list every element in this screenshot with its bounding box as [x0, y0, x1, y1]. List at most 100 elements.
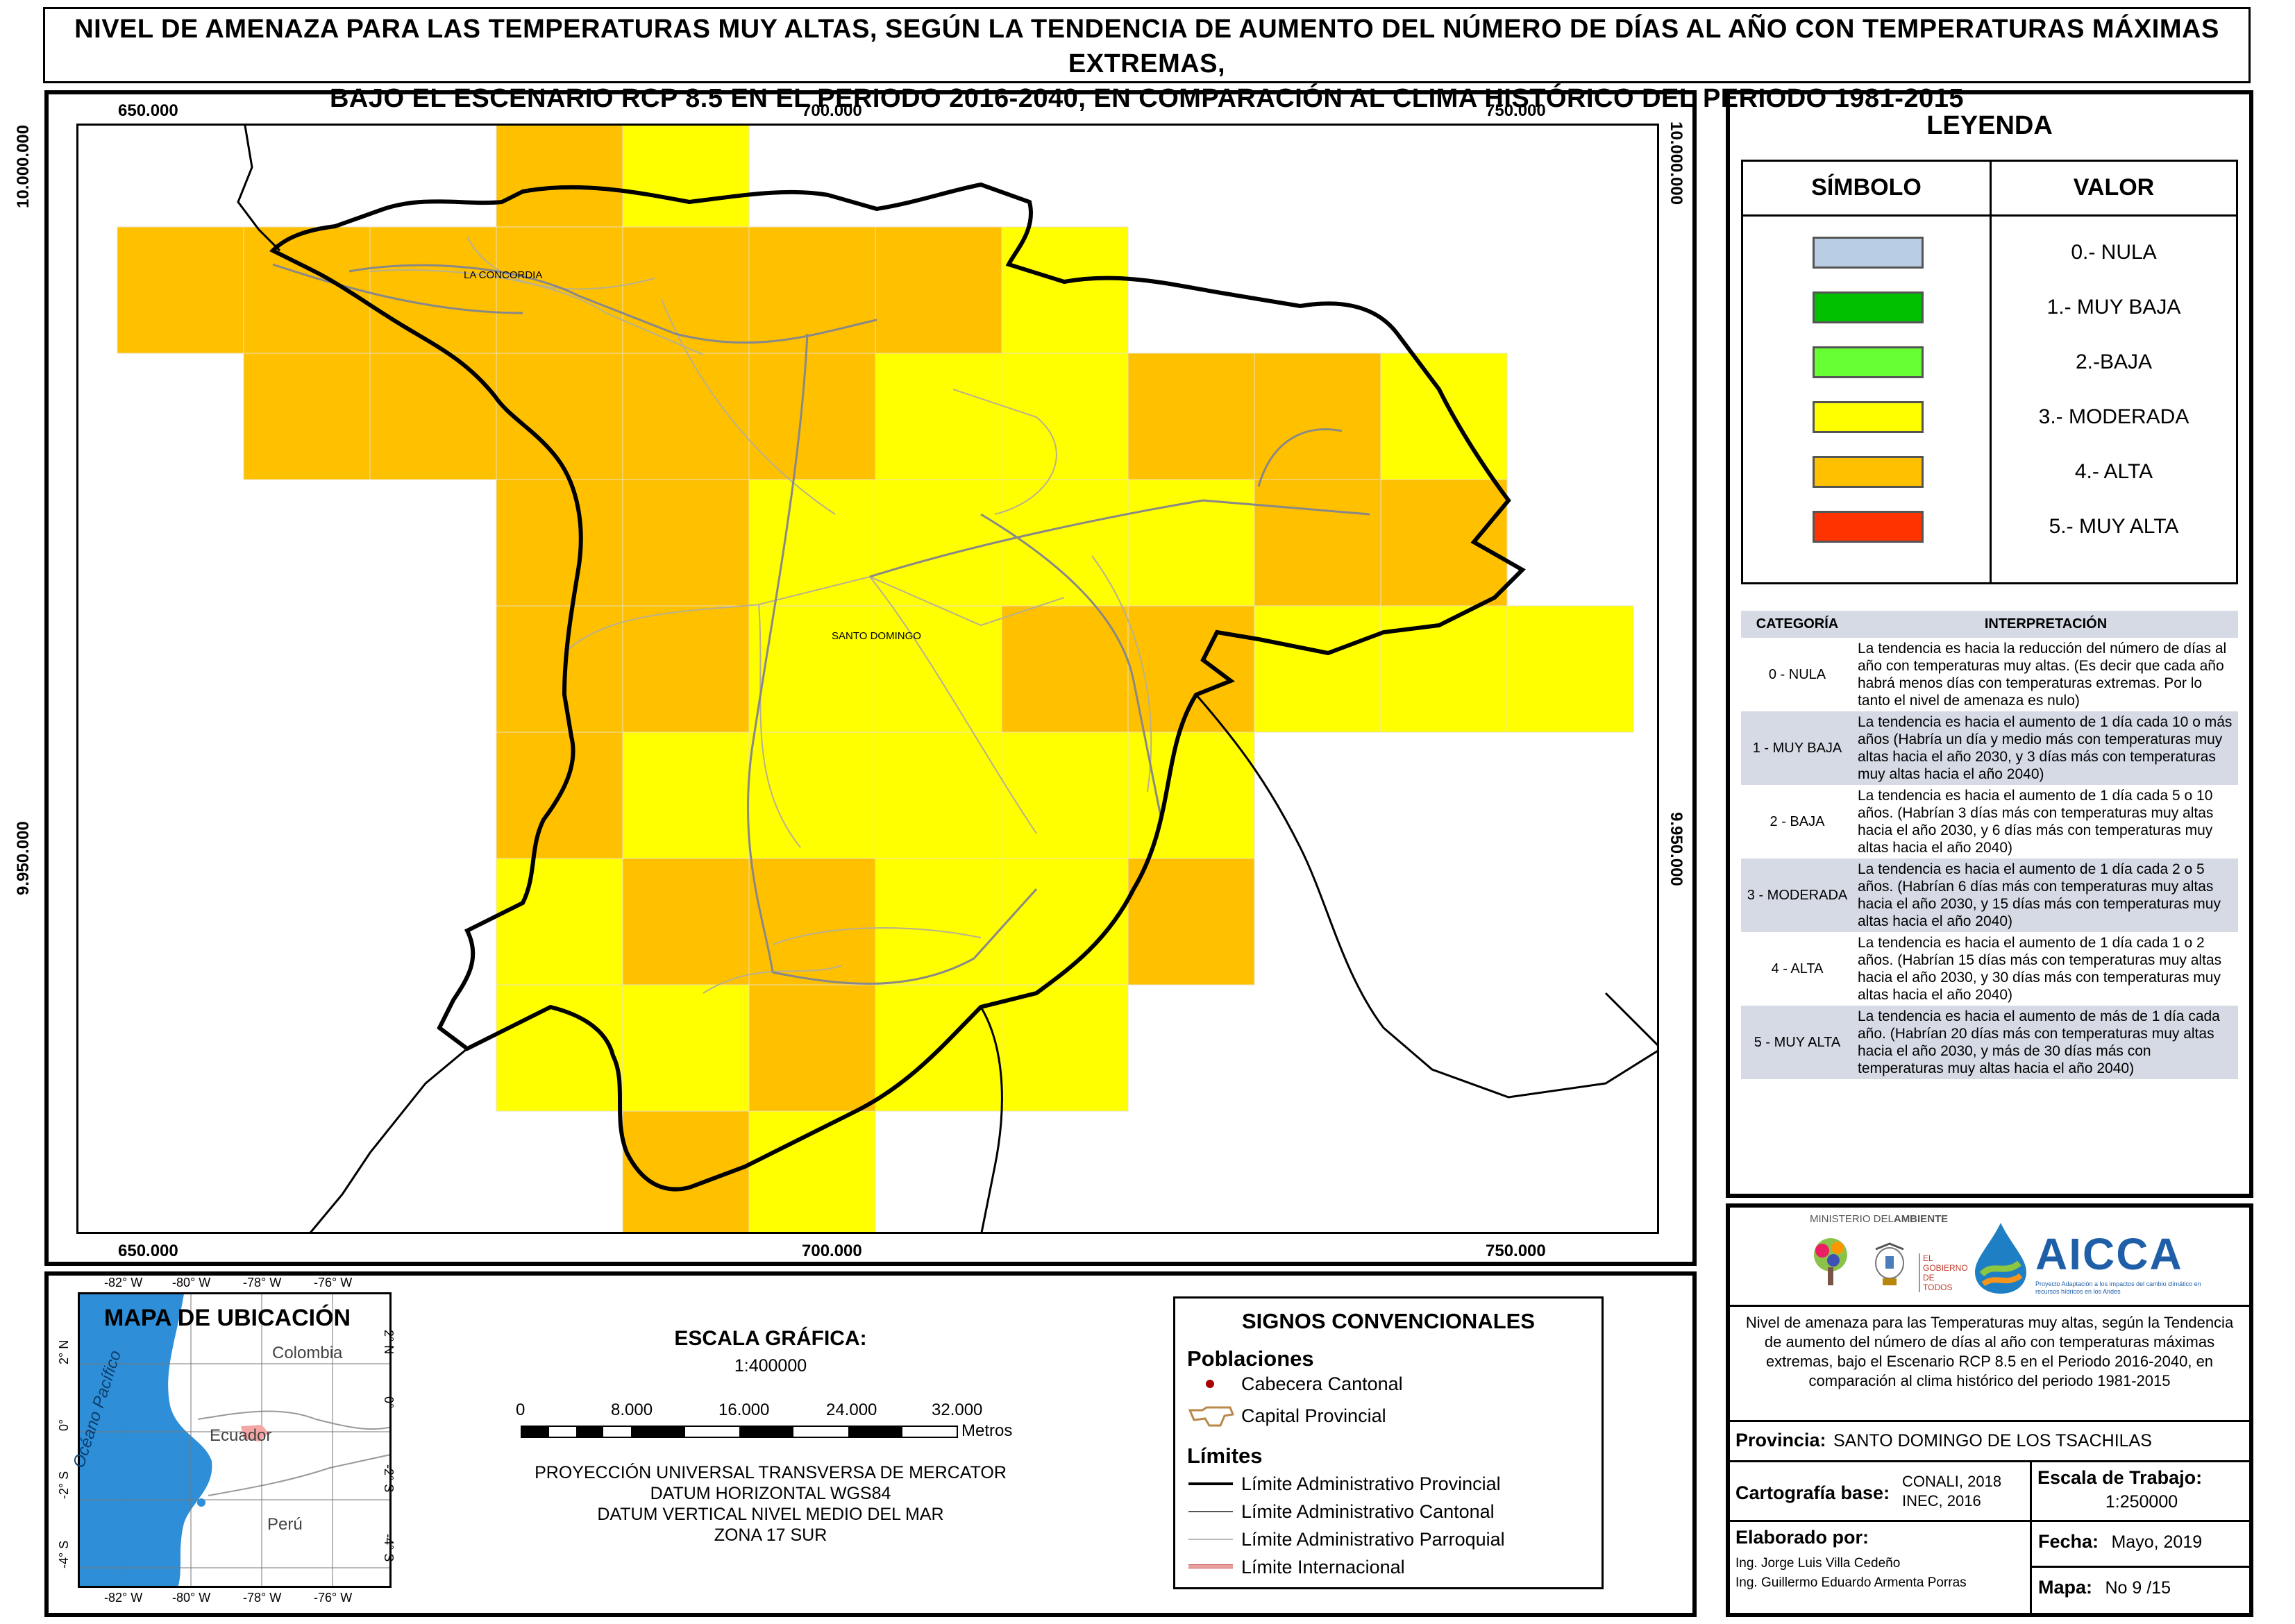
- grid-cell-moderada: [875, 858, 1002, 986]
- category-row: 1 - MUY BAJA La tendencia es hacia el aum…: [1741, 711, 2238, 785]
- category-interpretation: La tendencia es hacia el aumento de 1 dí…: [1853, 858, 2238, 932]
- grid-cell-moderada: [1001, 226, 1129, 354]
- mapa-row: Mapa: No 9 /15: [2038, 1577, 2171, 1598]
- map-title-line2: BAJO EL ESCENARIO RCP 8.5 EN EL PERIODO …: [329, 84, 1964, 113]
- category-table-wrap: CATEGORÍA INTERPRETACIÓN 0 - NULA La tend…: [1741, 611, 2238, 1079]
- grid-cell-moderada: [1127, 479, 1255, 607]
- projection-line: ZONA 17 SUR: [714, 1525, 827, 1545]
- cartografia-value-2: INEC, 2016: [1902, 1492, 1981, 1509]
- provincia-row: Provincia: SANTO DOMINGO DE LOS TSACHILA…: [1735, 1430, 2152, 1451]
- grid-cell-alta: [748, 858, 876, 986]
- fecha-label: Fecha:: [2038, 1531, 2099, 1552]
- category-row: 2 - BAJA La tendencia es hacia el aumento…: [1741, 785, 2238, 858]
- escala-trabajo-label: Escala de Trabajo:: [2037, 1467, 2203, 1488]
- grid-cell-moderada: [1380, 605, 1508, 733]
- x-tick-bottom-1: 650.000: [118, 1242, 178, 1260]
- legend-symbol-header: SÍMBOLO: [1811, 174, 1922, 201]
- location-lat-tick: -2° S: [57, 1471, 71, 1499]
- cabecera-label: Cabecera Cantonal: [1241, 1373, 1403, 1394]
- grid-cell-moderada: [1254, 605, 1381, 733]
- capital-label: Capital Provincial: [1241, 1405, 1386, 1426]
- category-table: CATEGORÍA INTERPRETACIÓN 0 - NULA La tend…: [1741, 611, 2238, 1079]
- lim-cant-label: Límite Administrativo Cantonal: [1241, 1501, 1495, 1522]
- signs-box: [1173, 1296, 1604, 1589]
- grid-cell-moderada: [748, 479, 876, 607]
- grid-cell-alta: [496, 479, 623, 607]
- category-row: 4 - ALTA La tendencia es hacia el aumento…: [1741, 932, 2238, 1006]
- scale-tick-label: 32.000: [932, 1401, 983, 1419]
- legend-table: SÍMBOLO VALOR 0.- NULA 1.- MUY BAJA 2.-BAJ…: [1741, 160, 2238, 584]
- grid-cell-moderada: [1001, 353, 1129, 480]
- signs-title: SIGNOS CONVENCIONALES: [1242, 1309, 1535, 1333]
- info-panel: [1726, 1203, 2253, 1617]
- ministerio-text-b: AMBIENTE: [1893, 1213, 1949, 1225]
- lim-cant-symbol: [1188, 1511, 1233, 1512]
- legend-value-0: 0.- NULA: [2071, 241, 2157, 264]
- grid-cell-moderada: [1380, 353, 1508, 480]
- fecha-value: Mayo, 2019: [2111, 1532, 2203, 1552]
- ecuador-seal-logo: [1875, 1242, 1904, 1285]
- legend-value-3: 3.- MODERADA: [2038, 405, 2189, 428]
- ministerio-label: MINISTERIO DELAMBIENTE: [1810, 1213, 1948, 1225]
- place-la-concordia: LA CONCORDIA: [464, 269, 542, 281]
- poblaciones-heading: Poblaciones: [1187, 1346, 1314, 1371]
- country-peru: Perú: [267, 1515, 303, 1534]
- map-title-line1: NIVEL DE AMENAZA PARA LAS TEMPERATURAS M…: [74, 15, 2219, 78]
- category-label: 2 - BAJA: [1769, 813, 1825, 829]
- grid-cell-moderada: [875, 479, 1002, 607]
- legend-swatch-4: [1813, 456, 1924, 488]
- legend-swatch-3: [1813, 401, 1924, 433]
- limites-heading: Límites: [1187, 1444, 1263, 1468]
- location-lat-tick: 0°: [382, 1396, 396, 1409]
- category-row: 0 - NULA La tendencia es hacia la reducci…: [1741, 638, 2238, 711]
- category-row: 5 - MUY ALTA La tendencia es hacia el aum…: [1741, 1006, 2238, 1079]
- grid-cell-alta: [496, 226, 623, 354]
- province-boundary: [269, 182, 1526, 1192]
- grid-cell-alta: [622, 353, 750, 480]
- grid-cell-alta: [496, 126, 623, 228]
- gobierno-logo-text: EL GOBIERNO DE TODOS: [1919, 1253, 1968, 1292]
- legend-title: LEYENDA: [1926, 111, 2053, 140]
- lim-int-symbol: [1188, 1564, 1233, 1568]
- legend-value-2: 2.-BAJA: [2075, 350, 2153, 373]
- category-label: 4 - ALTA: [1771, 961, 1824, 976]
- grid-cell-moderada: [496, 858, 623, 986]
- grid-cell-alta: [1380, 479, 1508, 607]
- cabecera-symbol: [1206, 1380, 1214, 1388]
- projection-line: DATUM VERTICAL NIVEL MEDIO DEL MAR: [597, 1505, 944, 1524]
- legend-value-header: VALOR: [2073, 174, 2155, 201]
- scale-unit: Metros: [961, 1421, 1013, 1440]
- country-ecuador: Ecuador: [210, 1426, 272, 1445]
- grid-cell-alta: [748, 353, 876, 480]
- grid-cell-alta: [622, 858, 750, 986]
- grid-cell-moderada: [875, 731, 1002, 859]
- grid-cell-alta: [1254, 353, 1381, 480]
- grid-cell-moderada: [875, 353, 1002, 480]
- grid-cell-alta: [117, 226, 244, 354]
- grid-cell-alta: [369, 226, 497, 354]
- grid-cell-moderada: [1001, 479, 1129, 607]
- legend-col-divider: [1990, 162, 1992, 582]
- info-vdivider: [2030, 1460, 2032, 1617]
- grid-cell-alta: [1127, 353, 1255, 480]
- x-tick-bottom-3: 750.000: [1486, 1242, 1546, 1260]
- location-lon-tick: -76° W: [314, 1276, 353, 1289]
- grid-cell-alta: [1254, 479, 1381, 607]
- location-lon-tick: -78° W: [243, 1276, 282, 1289]
- location-map-title: MAPA DE UBICACIÓN: [104, 1305, 351, 1331]
- country-colombia: Colombia: [272, 1344, 343, 1362]
- scale-tick-label: 0: [516, 1401, 526, 1419]
- y-tick-left-2: 9.950.000: [14, 821, 33, 895]
- location-lat-tick: 2° N: [382, 1330, 396, 1355]
- grid-cell-alta: [243, 353, 371, 480]
- fecha-row: Fecha: Mayo, 2019: [2038, 1531, 2202, 1553]
- grid-cell-moderada: [622, 731, 750, 859]
- grid-cell-moderada: [1001, 984, 1129, 1112]
- main-map-area: LA CONCORDIA SANTO DOMINGO: [76, 124, 1659, 1234]
- parish-limits: [369, 236, 1152, 994]
- category-row: 3 - MODERADA La tendencia es hacia el aum…: [1741, 858, 2238, 932]
- scale-ratio: 1:400000: [734, 1356, 807, 1376]
- location-lat-tick: -2° S: [382, 1464, 396, 1493]
- mapa-value: No 9 /15: [2105, 1578, 2171, 1598]
- grid-cell-moderada: [748, 731, 876, 859]
